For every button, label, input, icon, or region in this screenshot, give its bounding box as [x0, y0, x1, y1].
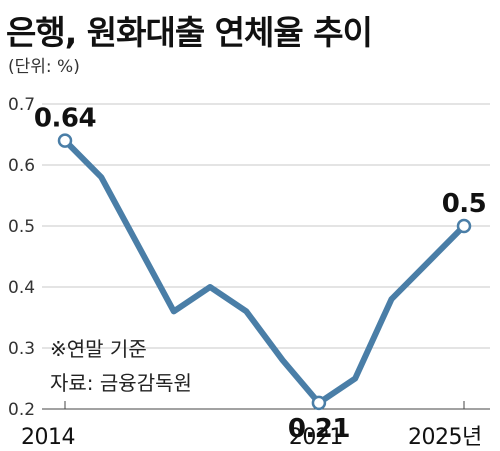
y-tick-label-3: 0.4 — [8, 278, 35, 298]
x-tick-label-1: 2021 — [289, 425, 343, 450]
note-year-end: ※연말 기준 — [50, 337, 147, 361]
x-tick-label-2: 2025년 — [408, 425, 482, 450]
x-axis: 2014 2021 2025년 — [21, 401, 490, 450]
data-marker-1 — [311, 395, 327, 411]
chart-title: 은행, 원화대출 연체율 추이 — [6, 13, 373, 52]
y-tick-label-2: 0.5 — [8, 217, 35, 237]
series-line-path — [62, 137, 467, 406]
data-labels: 0.64 0.21 0.5 — [34, 104, 487, 444]
data-label-2: 0.5 — [442, 189, 487, 219]
note-source: 자료: 금융감독원 — [50, 371, 192, 395]
data-label-1: 0.21 — [288, 414, 350, 444]
y-tick-label-0: 0.7 — [8, 95, 35, 115]
y-tick-label-5: 0.2 — [8, 400, 35, 420]
data-marker-0 — [57, 133, 73, 148]
series-line — [62, 137, 467, 406]
y-tick-label-1: 0.6 — [8, 156, 35, 176]
chart-notes: ※연말 기준 자료: 금융감독원 — [50, 337, 192, 395]
unit-label: (단위: %) — [8, 57, 80, 77]
y-tick-label-4: 0.3 — [8, 339, 35, 359]
data-marker-2 — [456, 218, 472, 234]
data-markers — [57, 133, 472, 411]
x-tick-label-0: 2014 — [21, 425, 75, 450]
grid-lines — [42, 103, 490, 410]
data-label-0: 0.64 — [34, 104, 96, 134]
y-tick-labels: 0.7 0.6 0.5 0.4 0.3 0.2 — [8, 95, 35, 420]
